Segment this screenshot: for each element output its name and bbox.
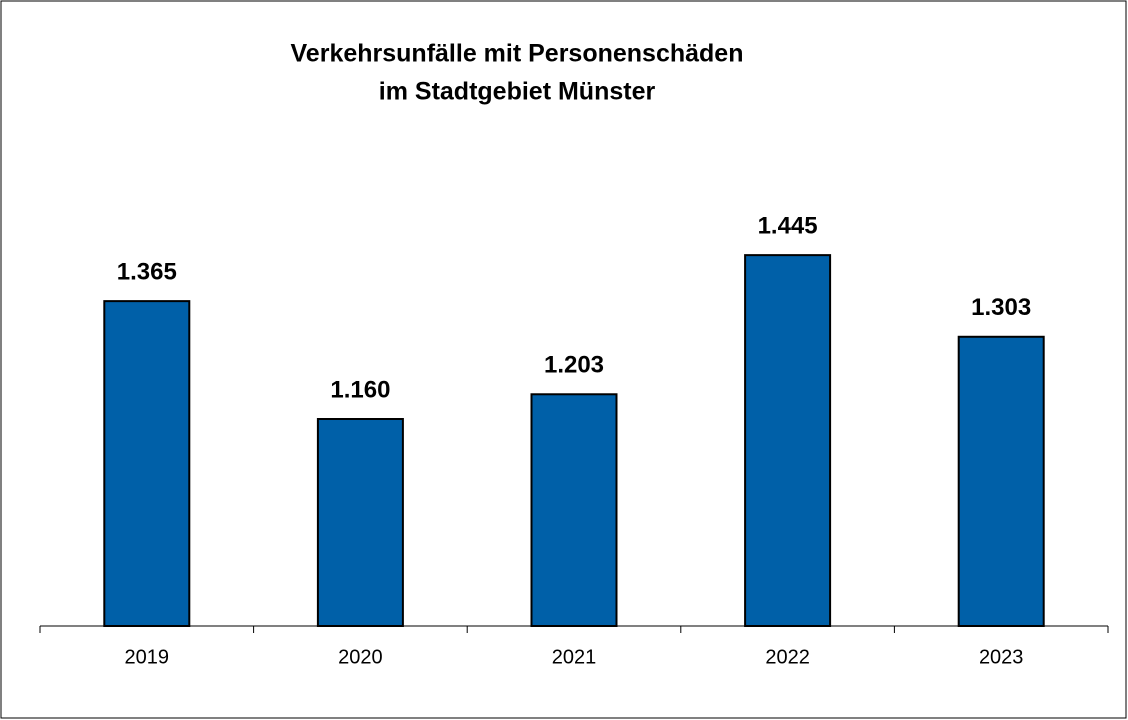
x-tick-label: 2022 xyxy=(765,646,810,668)
chart-title: Verkehrsunfälle mit Personenschäden xyxy=(291,40,744,68)
value-label: 1.160 xyxy=(330,376,390,403)
value-label: 1.365 xyxy=(117,258,177,285)
chart-title: im Stadtgebiet Münster xyxy=(379,78,656,106)
bar xyxy=(957,335,1045,627)
x-tick-label: 2019 xyxy=(125,646,170,668)
bar xyxy=(103,300,191,627)
x-tick-label: 2023 xyxy=(979,646,1024,668)
value-label: 1.203 xyxy=(544,352,604,379)
value-label: 1.303 xyxy=(971,294,1031,321)
bar xyxy=(530,393,618,627)
bar xyxy=(316,418,404,627)
value-label: 1.445 xyxy=(758,212,818,239)
x-tick-label: 2021 xyxy=(552,646,597,668)
bar xyxy=(744,254,832,627)
x-tick-label: 2020 xyxy=(338,646,383,668)
